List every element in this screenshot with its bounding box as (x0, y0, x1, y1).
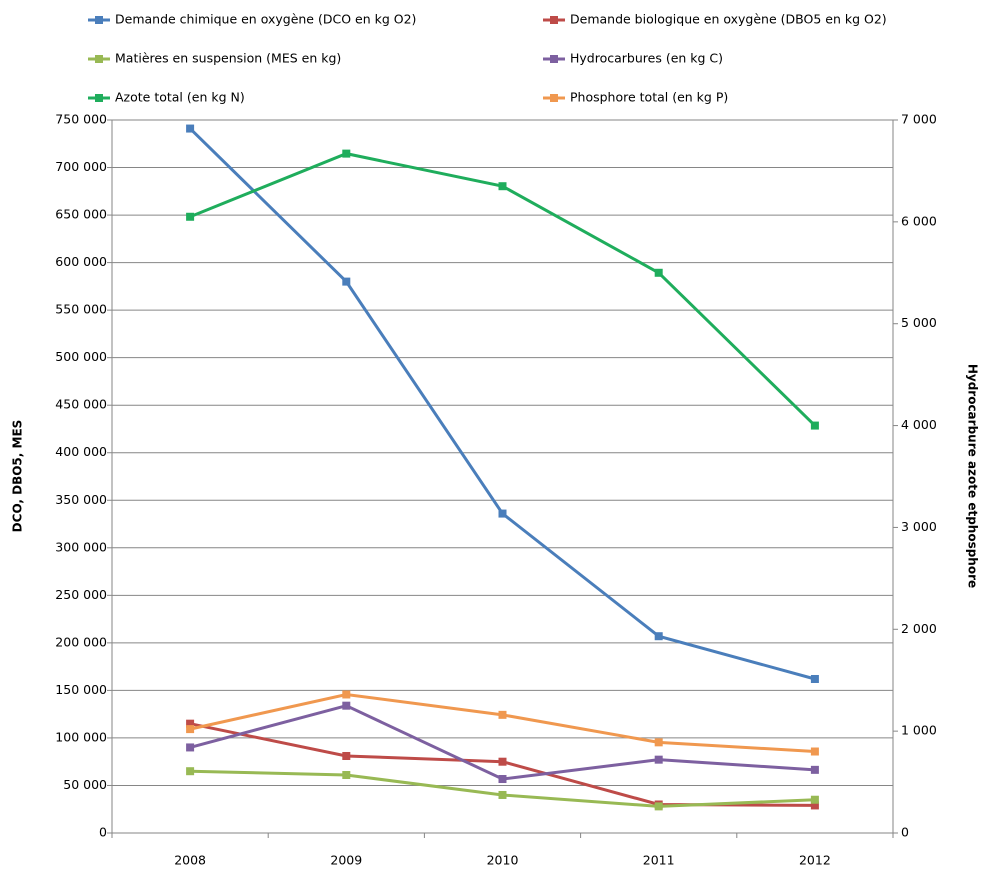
y-tick-label: 400 000 (55, 444, 107, 459)
y-tick-label: 650 000 (55, 207, 107, 222)
y-tick-label: 0 (99, 825, 107, 840)
y-tick-label: 50 000 (63, 777, 107, 792)
series-marker (342, 277, 351, 286)
series-marker (498, 710, 507, 719)
series-marker (654, 268, 663, 277)
series-marker (810, 674, 819, 683)
y-tick-label: 100 000 (55, 729, 107, 744)
y2-tick-label: 6 000 (901, 213, 937, 228)
series-marker (498, 790, 507, 799)
y2-axis-title: Hydrocarbure azote etphosphore (966, 364, 980, 588)
series-marker (186, 212, 195, 221)
y-tick-label: 300 000 (55, 539, 107, 554)
x-tick-label: 2009 (330, 853, 362, 868)
series-marker (342, 771, 351, 780)
legend-label: Hydrocarbures (en kg C) (570, 51, 723, 66)
y2-tick-label: 5 000 (901, 315, 937, 330)
y-tick-label: 500 000 (55, 349, 107, 364)
y2-tick-label: 7 000 (901, 112, 937, 127)
series-marker (654, 738, 663, 747)
legend-marker (550, 94, 558, 102)
y-tick-label: 200 000 (55, 634, 107, 649)
series-marker (498, 509, 507, 518)
series-line (189, 127, 816, 681)
series-marker (810, 801, 819, 810)
series-marker (186, 767, 195, 776)
legend-marker (550, 16, 558, 24)
y-tick-label: 350 000 (55, 492, 107, 507)
y-tick-label: 750 000 (55, 112, 107, 127)
series-marker (342, 701, 351, 710)
legend-marker (95, 16, 103, 24)
series-marker (810, 747, 819, 756)
series-marker (654, 755, 663, 764)
legend-marker (550, 55, 558, 63)
x-tick-label: 2008 (174, 853, 206, 868)
legend-label: Demande chimique en oxygène (DCO en kg O… (115, 12, 416, 27)
y2-tick-label: 1 000 (901, 723, 937, 738)
series-marker (342, 690, 351, 699)
y-tick-label: 150 000 (55, 682, 107, 697)
y-tick-label: 450 000 (55, 397, 107, 412)
x-tick-label: 2011 (643, 853, 675, 868)
series-marker (186, 124, 195, 133)
legend-label: Demande biologique en oxygène (DBO5 en k… (570, 12, 887, 27)
legend-marker (95, 94, 103, 102)
x-tick-label: 2010 (487, 853, 519, 868)
legend-marker (95, 55, 103, 63)
series-marker (498, 757, 507, 766)
legend-label: Phosphore total (en kg P) (570, 90, 728, 105)
y2-tick-label: 3 000 (901, 519, 937, 534)
series-marker (654, 802, 663, 811)
legend-label: Azote total (en kg N) (115, 90, 245, 105)
y2-tick-label: 0 (901, 825, 909, 840)
x-tick-label: 2012 (799, 853, 831, 868)
legend-label: Matières en suspension (MES en kg) (115, 51, 341, 66)
series-marker (342, 149, 351, 158)
series-marker (498, 775, 507, 784)
series-marker (186, 743, 195, 752)
series-marker (186, 719, 195, 728)
series-marker (186, 725, 195, 734)
y-axis-title: DCO, DBO5, MES (11, 420, 25, 533)
y-tick-label: 700 000 (55, 159, 107, 174)
y-tick-label: 550 000 (55, 302, 107, 317)
y2-tick-label: 2 000 (901, 621, 937, 636)
series-marker (654, 632, 663, 641)
series-marker (810, 765, 819, 774)
series-line (189, 152, 816, 427)
y-tick-label: 250 000 (55, 587, 107, 602)
series-marker (810, 795, 819, 804)
series-marker (498, 182, 507, 191)
y2-tick-label: 4 000 (901, 417, 937, 432)
series-marker (342, 751, 351, 760)
y-tick-label: 600 000 (55, 254, 107, 269)
series-marker (810, 421, 819, 430)
